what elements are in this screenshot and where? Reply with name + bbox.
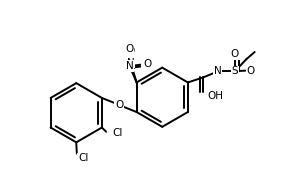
Text: N: N xyxy=(127,58,134,68)
Text: O: O xyxy=(125,44,134,54)
Text: O: O xyxy=(143,59,151,69)
Text: OH: OH xyxy=(207,91,224,101)
Text: O: O xyxy=(142,61,150,71)
Text: N: N xyxy=(213,66,221,76)
Text: N: N xyxy=(126,61,133,71)
Text: O: O xyxy=(115,100,123,110)
Text: O: O xyxy=(247,66,255,76)
Text: O: O xyxy=(126,46,135,56)
Text: Cl: Cl xyxy=(78,153,88,163)
Text: Cl: Cl xyxy=(112,129,123,138)
Text: S: S xyxy=(232,66,238,76)
Text: O: O xyxy=(231,49,239,59)
